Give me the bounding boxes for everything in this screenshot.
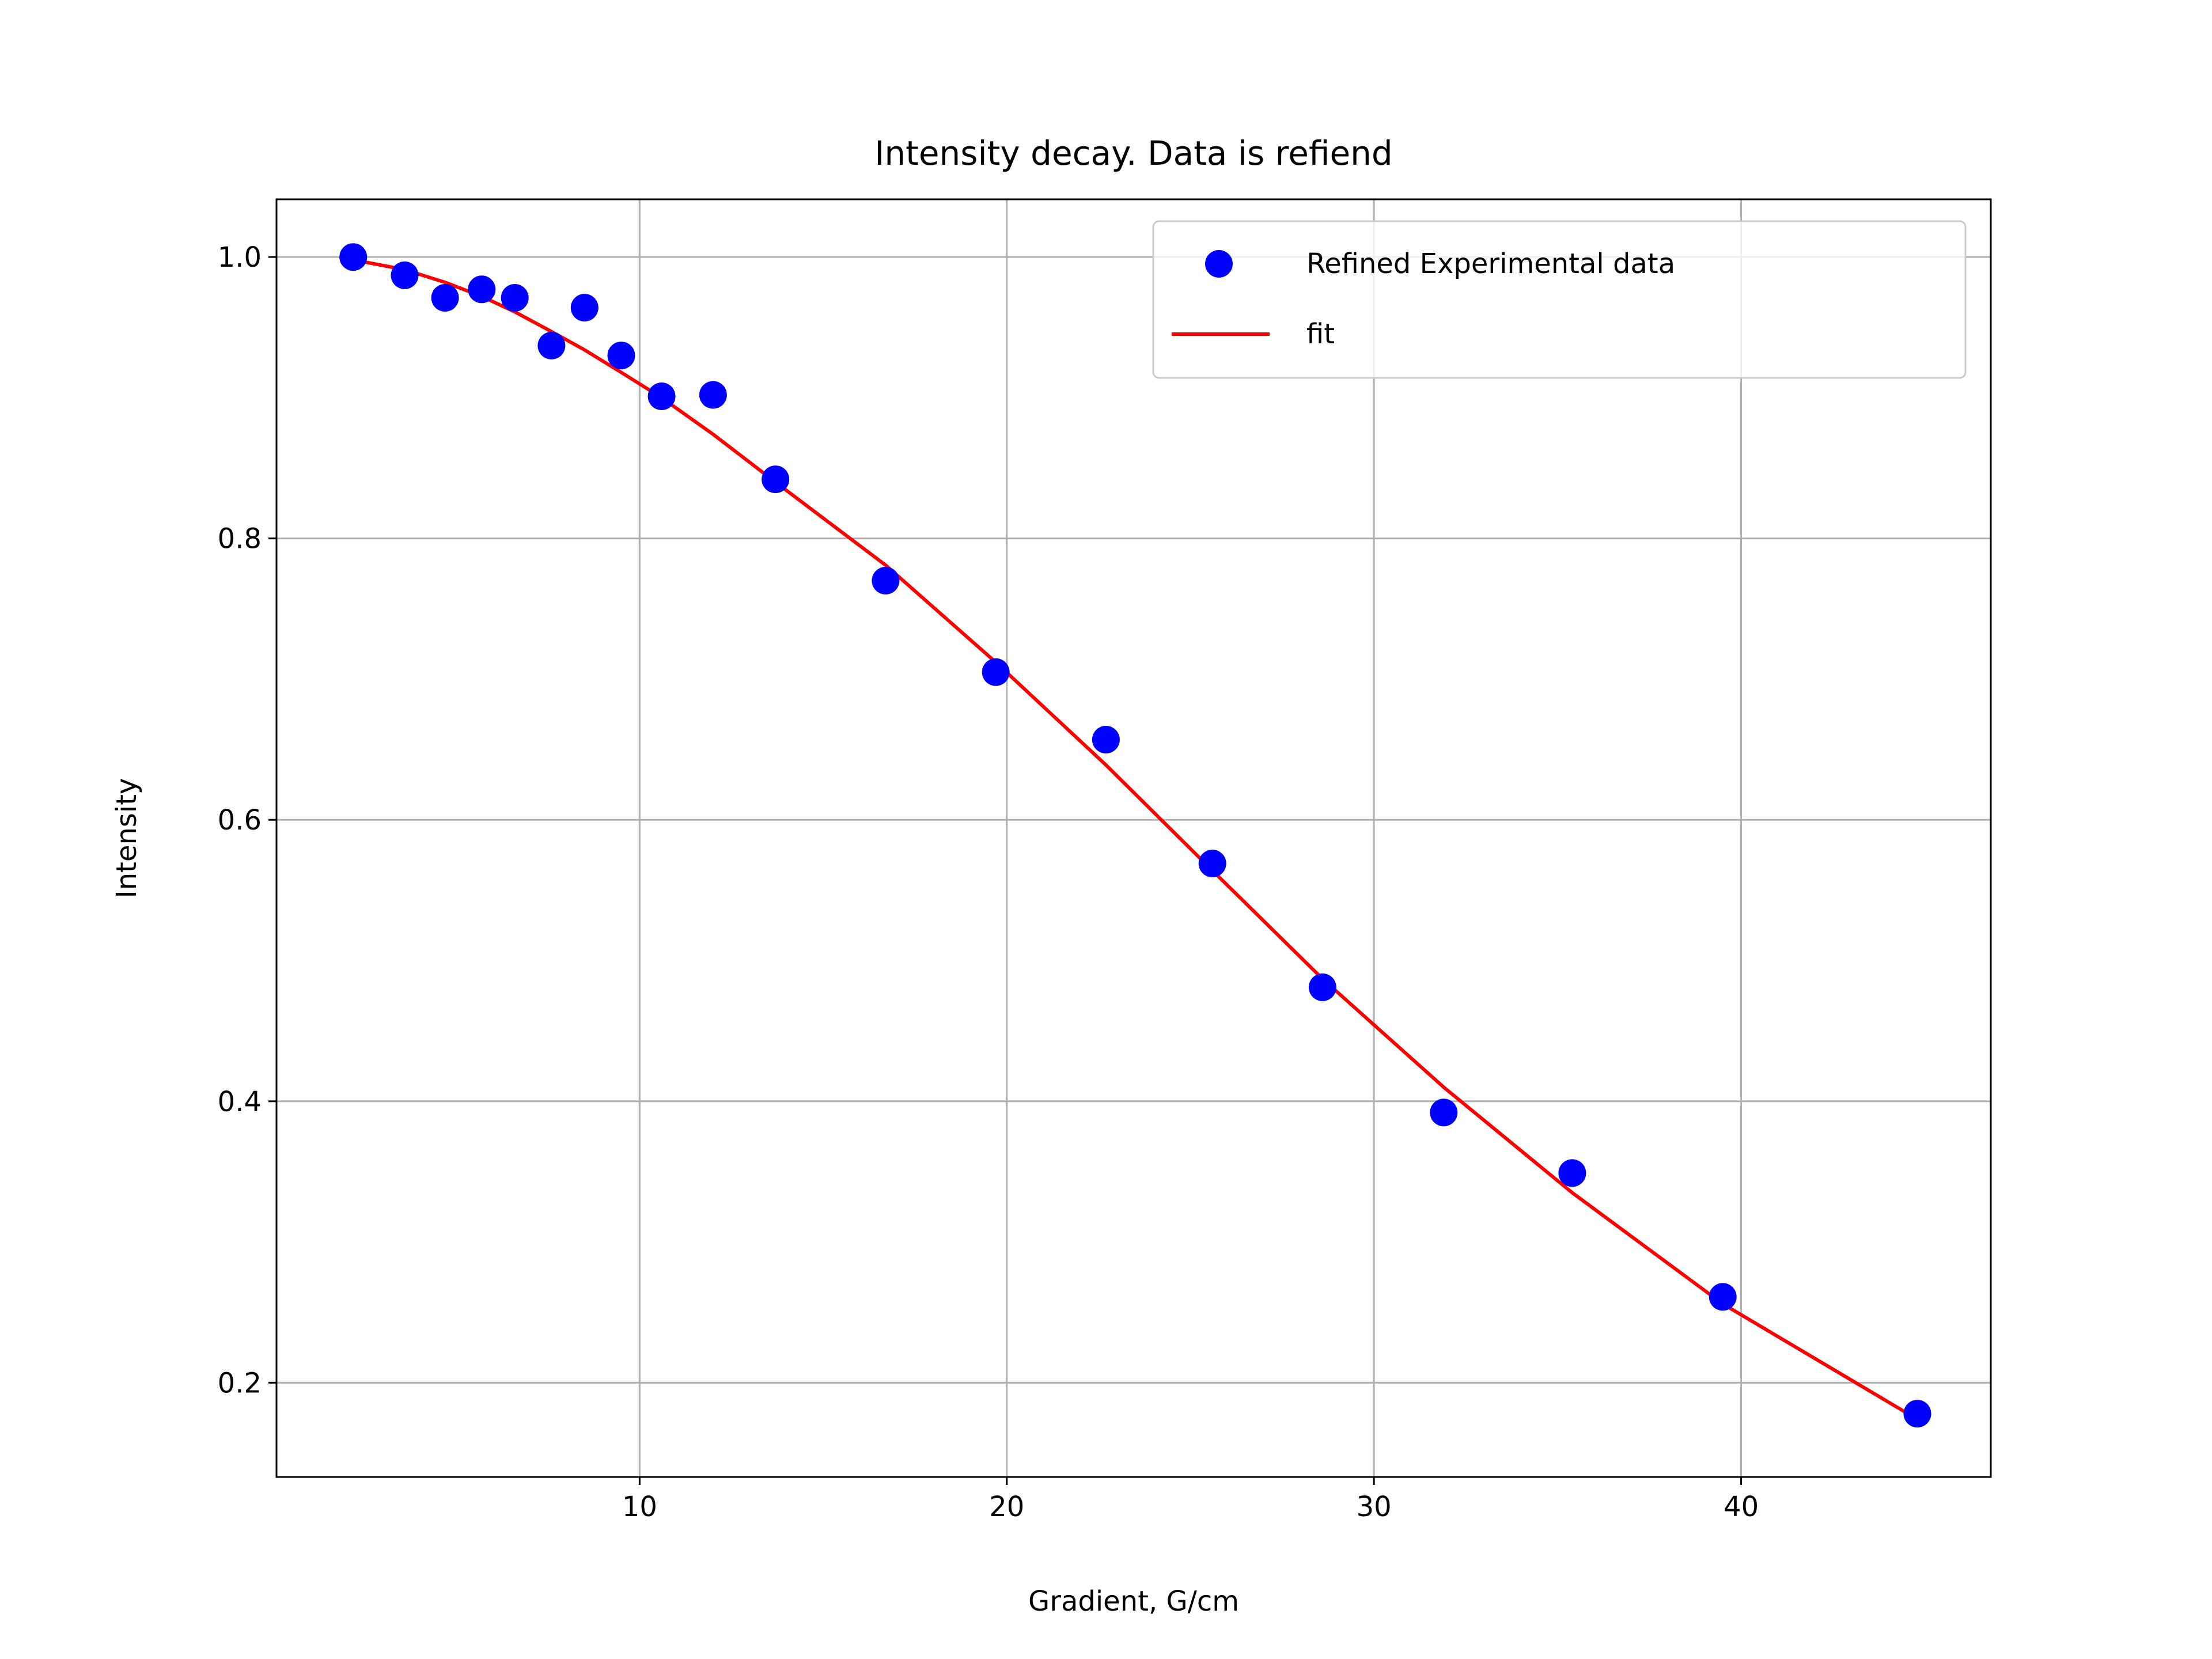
legend-label-data: Refined Experimental data — [1306, 248, 1675, 280]
data-series — [339, 243, 1931, 1428]
data-point — [1903, 1400, 1931, 1428]
legend-label-fit: fit — [1306, 318, 1335, 350]
data-point — [537, 332, 566, 359]
data-point — [339, 243, 368, 271]
data-point — [1558, 1159, 1586, 1187]
plot-frame — [275, 198, 1992, 1478]
data-point — [1709, 1283, 1737, 1311]
legend-marker-data — [1205, 250, 1233, 278]
data-point — [1198, 850, 1226, 877]
data-point — [872, 567, 900, 594]
y-tick-label: 0.4 — [218, 1086, 262, 1118]
y-tick-label: 0.8 — [218, 523, 262, 555]
data-point — [570, 294, 599, 322]
legend-box — [1152, 220, 1967, 379]
data-point — [391, 261, 419, 289]
data-point — [647, 382, 676, 410]
y-axis-label: Intensity — [111, 778, 143, 899]
x-tick-label: 40 — [1724, 1491, 1759, 1523]
data-point — [982, 658, 1010, 686]
data-point — [431, 284, 459, 312]
data-point — [468, 275, 496, 304]
data-point — [1308, 973, 1336, 1001]
data-point — [762, 465, 790, 494]
x-tick-label: 30 — [1357, 1491, 1392, 1523]
y-tick-label: 0.6 — [218, 804, 262, 836]
y-tick-label: 1.0 — [218, 241, 262, 274]
data-point — [501, 284, 529, 312]
x-axis-label: Gradient, G/cm — [1028, 1585, 1239, 1618]
data-point — [699, 381, 727, 409]
chart-title: Intensity decay. Data is refiend — [874, 134, 1392, 173]
data-point — [607, 342, 635, 370]
data-point — [1430, 1099, 1458, 1127]
axis-ticks: 10 20 30 40 0.2 0.4 0.6 0.8 1.0 — [218, 241, 1759, 1523]
data-point — [1092, 726, 1120, 753]
x-tick-label: 20 — [989, 1491, 1024, 1523]
legend: Refined Experimental data fit — [1152, 220, 1967, 379]
y-tick-label: 0.2 — [218, 1367, 262, 1399]
grid — [276, 199, 1991, 1477]
x-tick-label: 10 — [622, 1491, 657, 1523]
